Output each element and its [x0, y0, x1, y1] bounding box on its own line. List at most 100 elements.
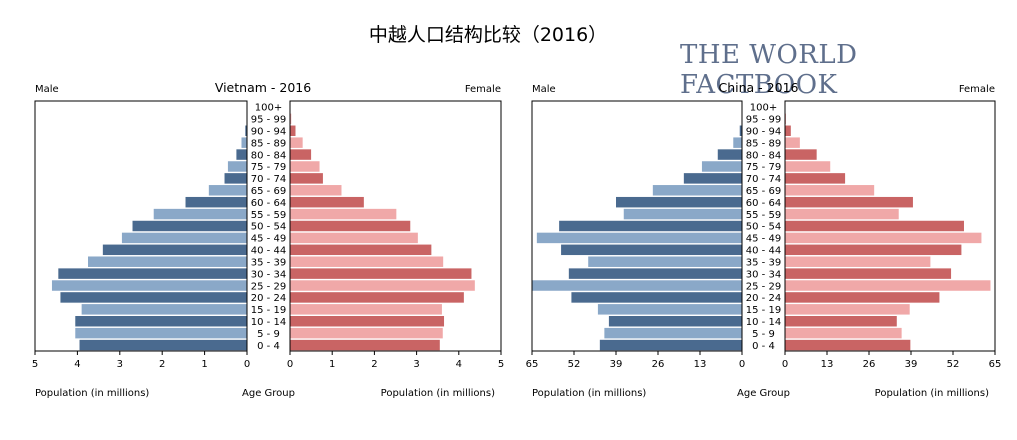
x-axis-label-center: Age Group [242, 388, 295, 399]
age-group-label: 80 - 84 [251, 150, 286, 161]
male-bar [51, 280, 248, 291]
x-tick-label: 52 [947, 359, 960, 370]
female-bar [290, 161, 320, 172]
male-bar [701, 161, 742, 172]
x-tick-label: 0 [782, 359, 788, 370]
x-tick-label: 3 [117, 359, 123, 370]
age-group-label: 10 - 14 [746, 317, 781, 328]
x-tick-label: 65 [989, 359, 1002, 370]
male-bar [739, 125, 742, 136]
male-bar [132, 220, 247, 232]
female-bar [785, 232, 982, 244]
female-bar [290, 220, 411, 232]
x-tick-label: 13 [821, 359, 834, 370]
x-tick-label: 2 [371, 359, 377, 370]
x-tick-label: 13 [694, 359, 707, 370]
female-bar [785, 339, 911, 351]
male-bar [597, 304, 742, 315]
female-bar [785, 304, 910, 315]
main-title: 中越人口结构比较（2016） [368, 24, 608, 46]
x-tick-label: 65 [526, 359, 539, 370]
male-bar [683, 173, 742, 184]
male-bar [121, 232, 247, 244]
age-group-label: 10 - 14 [251, 317, 286, 328]
age-group-label: 75 - 79 [746, 162, 781, 173]
male-bar [241, 137, 247, 148]
female-bar [785, 327, 902, 339]
age-group-label: 90 - 94 [251, 127, 286, 138]
female-bar [290, 327, 443, 339]
age-group-label: 5 - 9 [752, 329, 775, 340]
male-bar [532, 280, 742, 291]
male-bar [224, 173, 247, 184]
male-bar [75, 316, 247, 327]
male-bar [571, 292, 742, 303]
female-bar [785, 161, 831, 172]
female-bar [785, 256, 931, 267]
x-tick-label: 39 [905, 359, 918, 370]
male-bar [79, 339, 248, 351]
female-bar [290, 196, 364, 208]
female-bar [785, 149, 817, 160]
male-bar [536, 232, 742, 244]
male-bar [245, 125, 247, 136]
x-tick-label: 4 [74, 359, 80, 370]
female-label: Female [465, 84, 501, 95]
female-bar [290, 137, 303, 148]
world-factbook-watermark: THE WORLD FACTBOOK [680, 40, 858, 100]
x-tick-label: 0 [739, 359, 745, 370]
female-bar [290, 256, 444, 267]
male-plot-frame [34, 100, 248, 352]
male-bar [81, 304, 247, 315]
x-tick-label: 0 [287, 359, 293, 370]
male-bar [608, 316, 742, 327]
age-group-label: 70 - 74 [251, 174, 286, 185]
male-label: Male [532, 84, 556, 95]
male-bar [561, 244, 742, 256]
age-group-label: 95 - 99 [251, 115, 286, 126]
female-plot-frame [289, 100, 502, 352]
female-bar [290, 316, 445, 327]
female-bar [785, 316, 897, 327]
chart-title: China - 2016 [719, 80, 799, 95]
age-group-label: 65 - 69 [251, 186, 286, 197]
female-bar [785, 208, 899, 220]
age-group-label: 50 - 54 [746, 222, 781, 233]
x-tick-label: 5 [32, 359, 38, 370]
age-group-label: 0 - 4 [752, 341, 775, 352]
female-bar [290, 185, 342, 196]
x-tick-label: 1 [201, 359, 207, 370]
x-tick-label: 5 [498, 359, 504, 370]
age-group-label: 25 - 29 [251, 281, 286, 292]
age-group-label: 55 - 59 [251, 210, 286, 221]
x-axis-label-left: Population (in millions) [532, 388, 646, 399]
female-bar [785, 185, 875, 196]
x-axis-label-right: Population (in millions) [875, 388, 989, 399]
female-bar [290, 268, 472, 279]
age-group-label: 0 - 4 [257, 341, 280, 352]
x-tick-label: 39 [610, 359, 623, 370]
x-tick-label: 0 [244, 359, 250, 370]
age-group-label: 90 - 94 [746, 127, 781, 138]
female-bar [785, 268, 952, 279]
age-group-label: 40 - 44 [746, 246, 781, 257]
age-group-label: 15 - 19 [746, 305, 781, 316]
male-bar [588, 256, 742, 267]
age-group-label: 40 - 44 [251, 246, 286, 257]
age-group-label: 70 - 74 [746, 174, 781, 185]
female-bar [785, 125, 791, 136]
male-bar [153, 208, 247, 220]
age-group-label: 20 - 24 [746, 293, 781, 304]
male-label: Male [35, 84, 59, 95]
x-tick-label: 2 [159, 359, 165, 370]
male-bar [652, 185, 742, 196]
age-group-label: 80 - 84 [746, 150, 781, 161]
male-bar [559, 220, 742, 232]
female-bar [290, 125, 296, 136]
age-group-label: 30 - 34 [746, 269, 781, 280]
age-group-label: 95 - 99 [746, 115, 781, 126]
age-group-label: 45 - 49 [251, 234, 286, 245]
female-bar [785, 220, 964, 232]
male-bar [185, 196, 247, 208]
